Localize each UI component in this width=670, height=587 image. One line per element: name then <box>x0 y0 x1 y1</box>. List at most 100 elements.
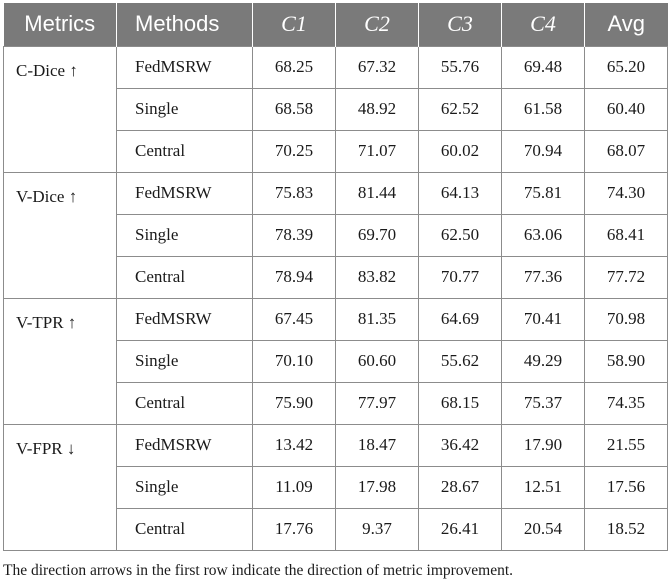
avg-value-cell: 18.52 <box>584 507 668 551</box>
table-row: V-Dice ↑ FedMSRW 75.83 81.44 64.13 75.81 74.30 <box>3 171 668 299</box>
value-cell: 55.62 <box>418 339 502 383</box>
value-cell: 64.13 <box>418 171 502 215</box>
method-label: FedMSRW <box>116 423 253 467</box>
avg-value-cell: 74.30 <box>584 171 668 215</box>
table-row: Central 78.94 83.82 70.77 77.36 77.72 <box>4 255 668 299</box>
table-row: Single 78.39 69.70 62.50 63.06 68.41 <box>4 213 668 257</box>
avg-value-cell: 21.55 <box>584 423 668 467</box>
metric-label: V-FPR ↓ <box>3 423 117 551</box>
value-cell: 20.54 <box>501 507 585 551</box>
method-label: Central <box>116 507 253 551</box>
metric-label: V-TPR ↑ <box>3 297 117 425</box>
table-row: Central 75.90 77.97 68.15 75.37 74.35 <box>4 381 668 425</box>
value-cell: 13.42 <box>252 423 336 467</box>
results-table: Metrics Methods C1 C2 C3 C4 Avg C-Dice ↑… <box>3 3 668 551</box>
value-cell: 63.06 <box>501 213 585 257</box>
value-cell: 60.02 <box>418 129 502 173</box>
value-cell: 70.77 <box>418 255 502 299</box>
table-row: Single 68.58 48.92 62.52 61.58 60.40 <box>4 87 668 131</box>
value-cell: 68.58 <box>252 87 336 131</box>
value-cell: 70.10 <box>252 339 336 383</box>
value-cell: 62.52 <box>418 87 502 131</box>
method-label: Single <box>116 339 253 383</box>
value-cell: 83.82 <box>335 255 419 299</box>
avg-value-cell: 74.35 <box>584 381 668 425</box>
method-label: Central <box>116 129 253 173</box>
table-header: Metrics Methods C1 C2 C3 C4 Avg <box>3 3 668 46</box>
value-cell: 77.36 <box>501 255 585 299</box>
value-cell: 26.41 <box>418 507 502 551</box>
header-c2: C2 <box>335 3 419 46</box>
value-cell: 64.69 <box>418 297 502 341</box>
avg-value-cell: 60.40 <box>584 87 668 131</box>
value-cell: 67.32 <box>335 45 419 89</box>
value-cell: 78.39 <box>252 213 336 257</box>
metric-label: V-Dice ↑ <box>3 171 117 299</box>
avg-value-cell: 68.41 <box>584 213 668 257</box>
header-c1: C1 <box>252 3 336 46</box>
method-label: FedMSRW <box>116 45 253 89</box>
value-cell: 77.97 <box>335 381 419 425</box>
value-cell: 69.70 <box>335 213 419 257</box>
value-cell: 62.50 <box>418 213 502 257</box>
value-cell: 61.58 <box>501 87 585 131</box>
method-label: Single <box>116 213 253 257</box>
header-c4: C4 <box>501 3 585 46</box>
value-cell: 69.48 <box>501 45 585 89</box>
table-footnote: The direction arrows in the first row in… <box>3 562 514 579</box>
method-label: Central <box>116 381 253 425</box>
table-row: Central 70.25 71.07 60.02 70.94 68.07 <box>4 129 668 173</box>
value-cell: 70.41 <box>501 297 585 341</box>
table-row: V-FPR ↓ FedMSRW 13.42 18.47 36.42 17.90 21.55 <box>3 423 668 551</box>
method-label: Single <box>116 87 253 131</box>
value-cell: 18.47 <box>335 423 419 467</box>
value-cell: 17.76 <box>252 507 336 551</box>
value-cell: 55.76 <box>418 45 502 89</box>
value-cell: 67.45 <box>252 297 336 341</box>
avg-value-cell: 77.72 <box>584 255 668 299</box>
header-avg: Avg <box>584 3 668 46</box>
value-cell: 9.37 <box>335 507 419 551</box>
table-body: C-Dice ↑ FedMSRW 68.25 67.32 55.76 69.48 65.20… <box>3 45 668 551</box>
value-cell: 75.90 <box>252 381 336 425</box>
value-cell: 75.37 <box>501 381 585 425</box>
value-cell: 17.90 <box>501 423 585 467</box>
header-metrics: Metrics <box>3 3 117 46</box>
table-row: C-Dice ↑ FedMSRW 68.25 67.32 55.76 69.48 65.20 <box>3 45 668 173</box>
value-cell: 17.98 <box>335 465 419 509</box>
value-cell: 75.81 <box>501 171 585 215</box>
value-cell: 75.83 <box>252 171 336 215</box>
value-cell: 12.51 <box>501 465 585 509</box>
value-cell: 36.42 <box>418 423 502 467</box>
header-methods: Methods <box>116 3 253 46</box>
value-cell: 68.15 <box>418 381 502 425</box>
avg-value-cell: 65.20 <box>584 45 668 89</box>
method-label: FedMSRW <box>116 297 253 341</box>
value-cell: 28.67 <box>418 465 502 509</box>
header-row: Metrics Methods C1 C2 C3 C4 Avg <box>3 3 668 46</box>
avg-value-cell: 58.90 <box>584 339 668 383</box>
table-row: Single 70.10 60.60 55.62 49.29 58.90 <box>4 339 668 383</box>
avg-value-cell: 68.07 <box>584 129 668 173</box>
metric-label: C-Dice ↑ <box>3 45 117 173</box>
value-cell: 70.94 <box>501 129 585 173</box>
value-cell: 70.25 <box>252 129 336 173</box>
value-cell: 49.29 <box>501 339 585 383</box>
avg-value-cell: 17.56 <box>584 465 668 509</box>
value-cell: 78.94 <box>252 255 336 299</box>
value-cell: 81.44 <box>335 171 419 215</box>
header-c3: C3 <box>418 3 502 46</box>
table-row: Central 17.76 9.37 26.41 20.54 18.52 <box>4 507 668 551</box>
value-cell: 11.09 <box>252 465 336 509</box>
method-label: FedMSRW <box>116 171 253 215</box>
value-cell: 48.92 <box>335 87 419 131</box>
value-cell: 81.35 <box>335 297 419 341</box>
value-cell: 60.60 <box>335 339 419 383</box>
avg-value-cell: 70.98 <box>584 297 668 341</box>
value-cell: 68.25 <box>252 45 336 89</box>
method-label: Single <box>116 465 253 509</box>
value-cell: 71.07 <box>335 129 419 173</box>
method-label: Central <box>116 255 253 299</box>
table-row: V-TPR ↑ FedMSRW 67.45 81.35 64.69 70.41 70.98 <box>3 297 668 425</box>
